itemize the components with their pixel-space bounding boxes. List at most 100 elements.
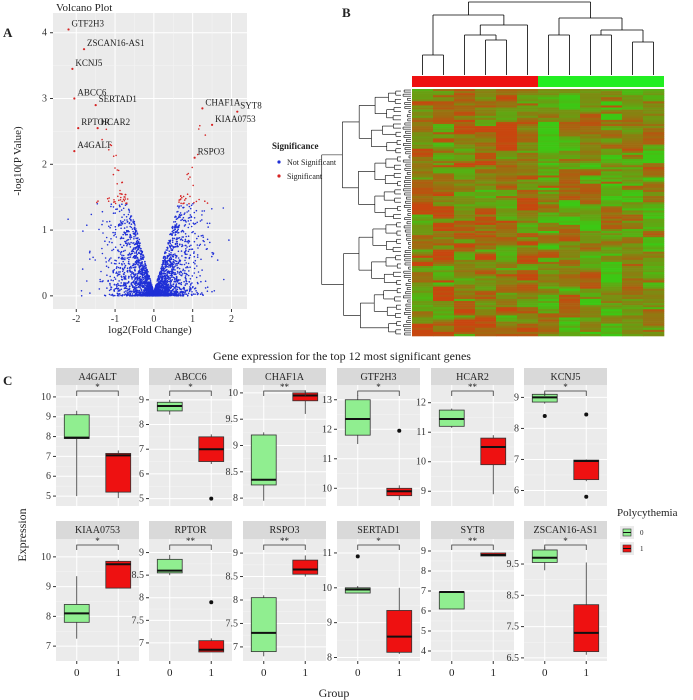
box-body — [156, 558, 183, 574]
heatmap-cell — [601, 191, 623, 195]
volcano-point — [165, 264, 167, 267]
volcano-point — [134, 248, 137, 250]
volcano-gene-labels: GTF2H3ZSCAN16-AS1KCNJ5ABCC6SERTAD1RPTORH… — [67, 18, 262, 159]
heatmap-cell — [580, 183, 602, 187]
heatmap-cell — [538, 95, 560, 98]
heatmap-cell — [454, 115, 476, 119]
volcano-point — [110, 279, 112, 281]
heatmap-cell — [433, 276, 455, 279]
volcano-point — [148, 283, 151, 286]
volcano-point — [194, 293, 196, 296]
volcano-point — [86, 280, 88, 282]
volcano-point — [101, 280, 103, 283]
heatmap-cell — [412, 224, 434, 228]
volcano-points — [67, 124, 230, 297]
heatmap-cell — [412, 247, 434, 250]
volcano-x-tick-label: 1 — [190, 314, 195, 325]
volcano-point — [111, 241, 113, 244]
heatmap-cell — [496, 181, 518, 184]
heatmap-cell — [517, 235, 539, 238]
heatmap-cell — [496, 268, 518, 271]
volcano-point — [188, 270, 190, 272]
heatmap-cell — [412, 126, 434, 129]
volcano-point — [116, 283, 118, 286]
heatmap-cell — [454, 123, 476, 127]
volcano-point — [134, 266, 136, 269]
volcano-point — [183, 272, 186, 275]
volcano-point — [170, 283, 172, 286]
volcano-point — [182, 195, 185, 198]
heatmap-cell — [580, 161, 602, 164]
volcano-point — [111, 293, 114, 296]
heatmap-cell — [433, 99, 455, 102]
volcano-point — [109, 282, 111, 285]
volcano-point — [179, 294, 182, 297]
volcano-point — [142, 258, 144, 261]
heatmap-cell — [475, 253, 497, 257]
volcano-point — [182, 268, 185, 271]
heatmap-cell — [601, 99, 623, 102]
volcano-point — [142, 282, 145, 284]
heatmap-cell — [622, 109, 644, 112]
significance-bracket — [357, 390, 400, 396]
volcano-point — [122, 198, 125, 201]
heatmap-cell — [559, 214, 581, 217]
heatmap-cell — [412, 136, 434, 139]
heatmap-cell — [580, 290, 602, 294]
volcano-point — [135, 276, 137, 279]
volcano-point — [131, 264, 134, 267]
heatmap-cell — [622, 165, 644, 168]
volcano-point — [156, 282, 159, 285]
volcano-point — [132, 294, 134, 297]
heatmap-cell — [538, 268, 560, 271]
heatmap-cell — [433, 158, 455, 162]
heatmap-cell — [433, 103, 455, 106]
heatmap-cell — [580, 173, 602, 176]
heatmap-cell — [538, 206, 560, 209]
volcano-point — [193, 252, 195, 254]
heatmap-cell — [601, 325, 623, 329]
heatmap-cell — [580, 123, 602, 127]
heatmap-cell — [643, 249, 665, 252]
heatmap-cell — [643, 204, 665, 207]
heatmap-cell — [412, 270, 434, 273]
volcano-point — [115, 154, 117, 157]
heatmap-cell — [433, 270, 455, 273]
volcano-point — [167, 289, 169, 292]
volcano-point — [177, 293, 180, 295]
volcano-point — [166, 265, 169, 268]
volcano-point — [141, 284, 143, 286]
heatmap-cell — [580, 220, 602, 224]
heatmap-cell — [496, 218, 518, 222]
volcano-point — [128, 243, 131, 246]
heatmap-cell — [433, 282, 455, 285]
heatmap-cell — [517, 272, 539, 275]
volcano-point — [120, 196, 122, 199]
volcano-point — [140, 259, 142, 261]
volcano-point — [160, 266, 163, 268]
heatmap-cell — [475, 169, 497, 172]
volcano-point — [185, 257, 187, 259]
heatmap-cell — [496, 154, 518, 158]
volcano-point — [169, 266, 172, 268]
volcano-point — [181, 273, 184, 275]
heatmap-cell — [643, 278, 665, 281]
volcano-point — [114, 287, 117, 290]
volcano-point — [110, 286, 112, 288]
heatmap-cell — [580, 91, 602, 94]
heatmap-cell — [496, 93, 518, 96]
heatmap-cell — [517, 288, 539, 292]
heatmap-cell — [643, 263, 665, 267]
volcano-point — [177, 266, 179, 269]
box-outlier — [355, 554, 360, 559]
heatmap-cell — [496, 95, 518, 98]
heatmap-cell — [496, 325, 518, 329]
volcano-gene-label: A4GALT — [77, 140, 112, 150]
heatmap-cell — [559, 309, 581, 312]
volcano-x-tick-label: 0 — [151, 314, 156, 325]
heatmap-cell — [412, 245, 434, 248]
heatmap-cell — [475, 251, 497, 254]
volcano-point — [164, 258, 166, 261]
heatmap-cell — [496, 138, 518, 141]
heatmap-cell — [538, 150, 560, 154]
